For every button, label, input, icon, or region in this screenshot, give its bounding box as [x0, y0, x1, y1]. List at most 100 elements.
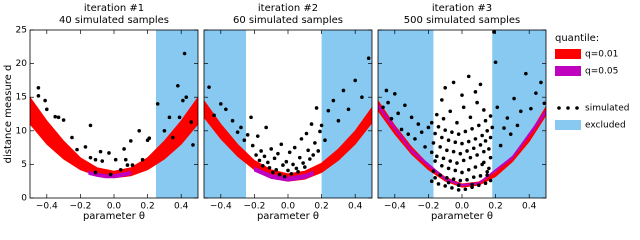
sample-point — [470, 182, 474, 187]
sample-point — [477, 183, 481, 188]
sample-point — [483, 139, 488, 143]
sample-point — [423, 145, 427, 149]
sample-point — [224, 107, 228, 112]
sample-point — [443, 184, 448, 188]
sample-point — [429, 150, 434, 155]
sample-point — [122, 147, 126, 151]
sample-point — [323, 138, 327, 143]
sample-point — [487, 147, 491, 151]
x-tick-label: −0.4 — [36, 202, 58, 212]
sample-point — [207, 85, 211, 89]
sample-point — [107, 151, 111, 155]
sample-point — [93, 170, 98, 175]
sample-point — [118, 167, 123, 172]
legend-marker — [575, 106, 579, 110]
sample-point — [171, 135, 175, 140]
sample-point — [319, 123, 324, 128]
sample-point — [446, 180, 451, 185]
sample-point — [36, 85, 41, 90]
sample-point — [281, 163, 285, 167]
sample-point — [460, 170, 464, 175]
sample-point — [336, 118, 341, 123]
legend-swatch — [555, 120, 581, 130]
sample-point — [483, 181, 488, 186]
sample-point — [125, 163, 130, 167]
sample-point — [313, 141, 317, 145]
sample-point — [261, 163, 265, 168]
sample-point — [311, 153, 316, 157]
sample-point — [480, 133, 484, 138]
sample-point — [303, 165, 307, 169]
x-tick-label: −0.2 — [243, 202, 265, 212]
sample-point — [441, 156, 446, 161]
sample-point — [440, 98, 444, 102]
x-tick-label: −0.4 — [210, 202, 232, 212]
sample-point — [262, 154, 267, 159]
sample-point — [419, 130, 424, 134]
sample-point — [488, 114, 493, 118]
sample-point — [108, 172, 113, 177]
sample-point — [473, 165, 478, 169]
y-tick-label: 25 — [16, 26, 27, 36]
sample-point — [498, 143, 503, 148]
x-tick-label: 0.0 — [107, 202, 122, 212]
sample-point — [440, 135, 444, 140]
sample-point — [505, 116, 510, 120]
sample-point — [182, 51, 187, 56]
sample-point — [191, 143, 195, 147]
legend-swatch — [555, 66, 581, 76]
sample-point — [478, 174, 483, 178]
sample-point — [488, 178, 493, 183]
sample-point — [306, 148, 310, 153]
sample-point — [492, 30, 496, 34]
chart: −0.4 −0.2 0.0 0.2 0.4 0 5 10 15 20 25 iteration #14… — [3, 3, 629, 222]
sample-point — [181, 98, 185, 103]
sample-point — [468, 115, 473, 120]
sample-point — [162, 129, 167, 133]
sample-point — [296, 169, 300, 174]
sample-point — [471, 146, 476, 151]
sample-point — [257, 158, 262, 163]
sample-point — [277, 172, 282, 177]
sample-point — [326, 108, 331, 113]
sample-point — [299, 137, 304, 141]
sample-point — [490, 125, 495, 130]
sample-point — [264, 125, 268, 130]
sample-point — [463, 187, 468, 192]
sample-point — [446, 166, 451, 171]
sample-point — [140, 157, 145, 162]
sample-point — [267, 165, 272, 170]
sample-point — [184, 95, 189, 99]
sample-point — [284, 159, 289, 164]
legend-marker — [566, 106, 570, 110]
sample-point — [289, 172, 294, 176]
sample-point — [83, 145, 88, 149]
sample-point — [495, 105, 500, 110]
legend-label: q=0.05 — [585, 67, 618, 77]
sample-point — [353, 78, 358, 83]
sample-point — [360, 95, 364, 99]
sample-point — [413, 137, 417, 141]
sample-point — [297, 155, 302, 160]
plot-area — [30, 30, 198, 198]
sample-point — [438, 145, 442, 149]
sample-point — [308, 157, 312, 161]
sample-point — [45, 107, 49, 112]
sample-point — [259, 149, 263, 153]
sample-point — [396, 111, 400, 116]
sample-point — [294, 166, 299, 171]
sample-point — [272, 156, 277, 161]
sample-point — [487, 166, 491, 171]
sample-point — [465, 149, 469, 153]
sample-point — [470, 126, 474, 131]
sample-point — [189, 120, 194, 124]
y-tick-label: 20 — [16, 59, 28, 69]
sample-point — [488, 135, 493, 140]
x-tick-label: 0.2 — [314, 202, 328, 212]
sample-point — [460, 141, 464, 146]
sample-point — [473, 137, 478, 141]
sample-point — [519, 109, 523, 114]
sample-point — [167, 115, 172, 120]
sample-point — [381, 105, 385, 110]
sample-point — [483, 118, 488, 123]
